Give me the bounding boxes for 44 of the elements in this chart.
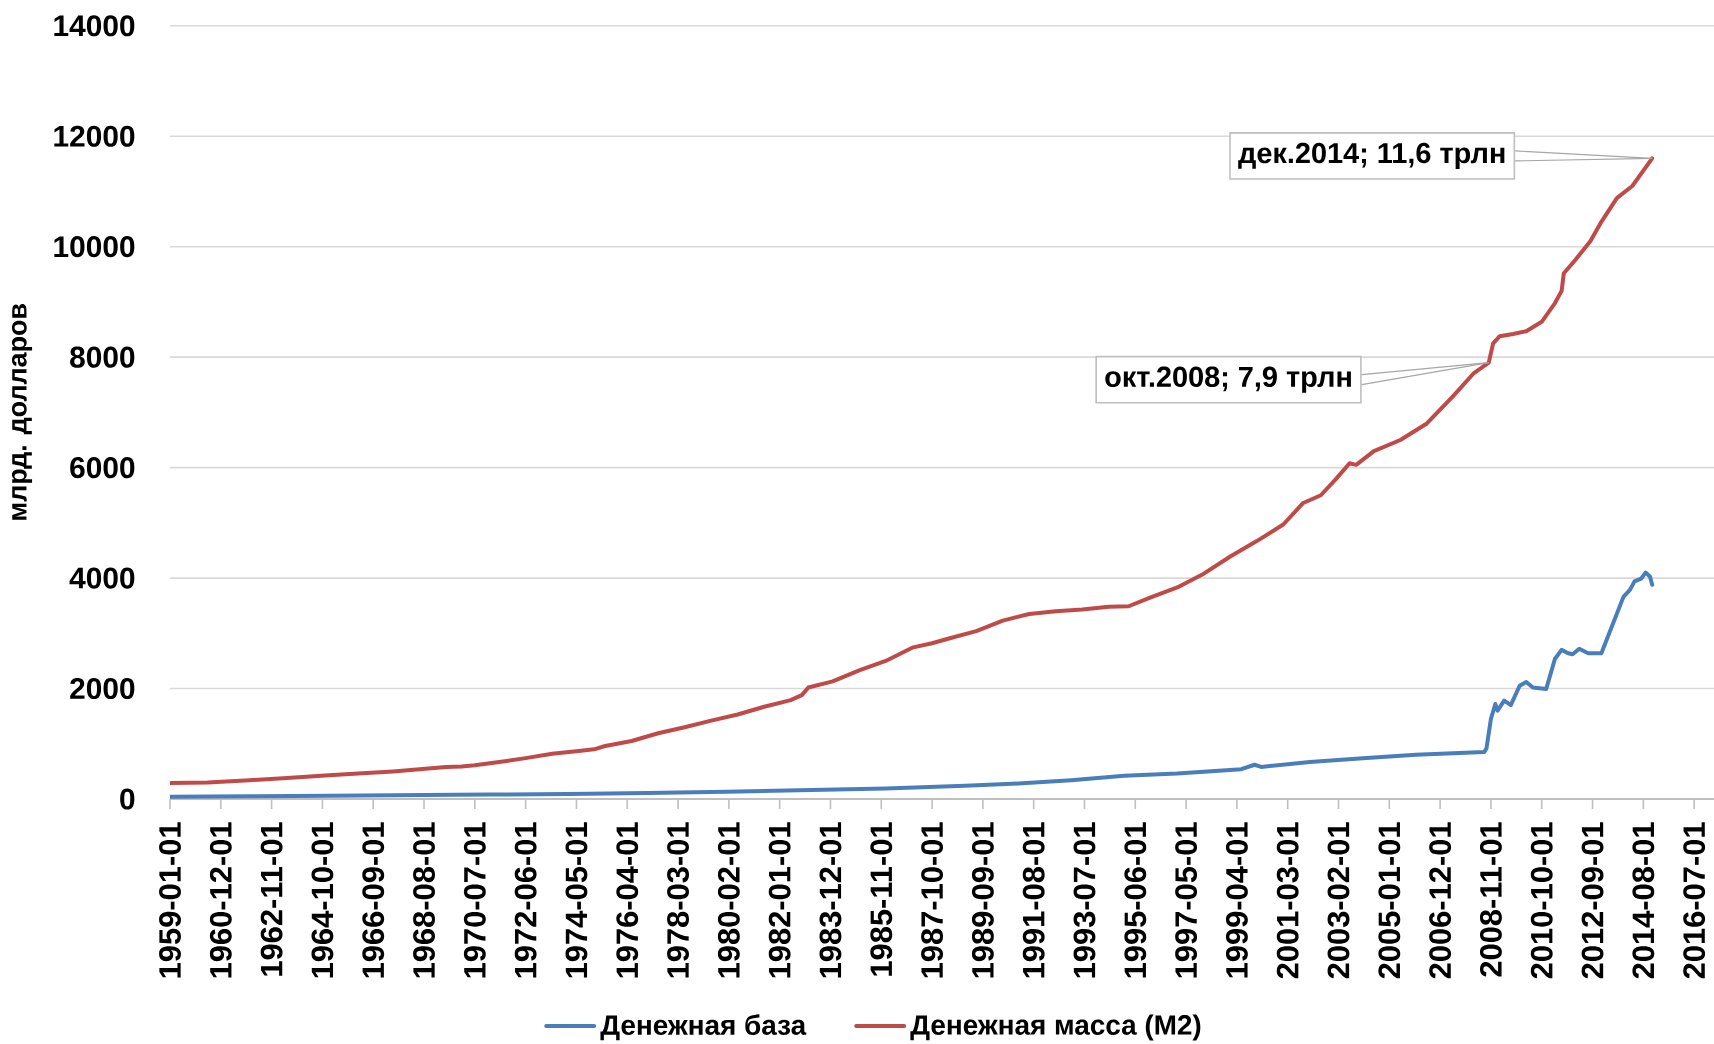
- x-tick-label: 1982-01-01: [768, 822, 791, 978]
- y-tick-label: 2000: [70, 677, 135, 700]
- y-tick-label: 6000: [70, 457, 135, 479]
- x-tick-label: 2012-09-01: [1581, 822, 1604, 979]
- y-tick-label: 0: [120, 788, 135, 810]
- x-tick-label: 1997-05-01: [1175, 822, 1198, 978]
- x-tick-label: 1978-03-01: [667, 822, 689, 978]
- x-tick-label: 1999-04-01: [1225, 822, 1248, 978]
- x-tick-label: 1960-12-01: [209, 822, 232, 978]
- x-tick-label: 1991-08-01: [1022, 822, 1045, 978]
- x-tick-label: 1964-10-01: [311, 822, 334, 978]
- x-tick-label: 2003-02-01: [1327, 822, 1350, 979]
- y-axis-title: млрд. долларов: [11, 304, 33, 520]
- x-tick-label: 2008-11-01: [1480, 822, 1502, 977]
- x-tick-label: 1976-04-01: [616, 822, 639, 978]
- x-tick-label: 1989-09-01: [971, 822, 994, 978]
- x-tick-label: 1968-08-01: [413, 822, 435, 978]
- x-tick-label: 1993-07-01: [1073, 822, 1096, 978]
- annotation: окт.2008; 7,9 трлн: [1105, 366, 1351, 393]
- x-tick-label: 1972-06-01: [514, 822, 537, 978]
- x-tick-label: 1966-09-01: [362, 822, 385, 978]
- x-tick-label: 2001-03-01: [1276, 822, 1299, 979]
- x-tick-label: 2014-08-01: [1632, 822, 1655, 979]
- x-tick-label: 1974-05-01: [565, 822, 588, 978]
- legend-label: Денежная база: [600, 1014, 807, 1041]
- y-tick-label: 4000: [69, 567, 135, 589]
- x-tick-label: 1987-10-01: [921, 822, 944, 978]
- annotation: дек.2014; 11,6 трлн: [1238, 142, 1505, 170]
- x-tick-label: 1985-11-01: [870, 822, 893, 976]
- x-tick-label: 1962-11-01: [260, 822, 283, 976]
- x-tick-label: 1970-07-01: [463, 822, 486, 978]
- x-tick-label: 2005-01-01: [1378, 822, 1401, 979]
- y-tick-label: 10000: [54, 236, 135, 258]
- x-tick-label: 2010-10-01: [1530, 822, 1553, 979]
- x-tick-label: 1983-12-01: [819, 822, 842, 978]
- x-tick-label: 2006-12-01: [1429, 822, 1452, 979]
- x-tick-label: 1995-06-01: [1124, 822, 1147, 978]
- legend-label: Денежная масса (M2): [910, 1014, 1201, 1041]
- y-tick-label: 14000: [54, 15, 135, 37]
- y-tick-label: 8000: [70, 346, 135, 368]
- x-tick-label: 1980-02-01: [717, 822, 740, 978]
- x-tick-label: 1959-01-01: [159, 822, 181, 978]
- y-tick-label: 12000: [54, 125, 135, 147]
- x-tick-label: 2016-07-01: [1683, 822, 1706, 979]
